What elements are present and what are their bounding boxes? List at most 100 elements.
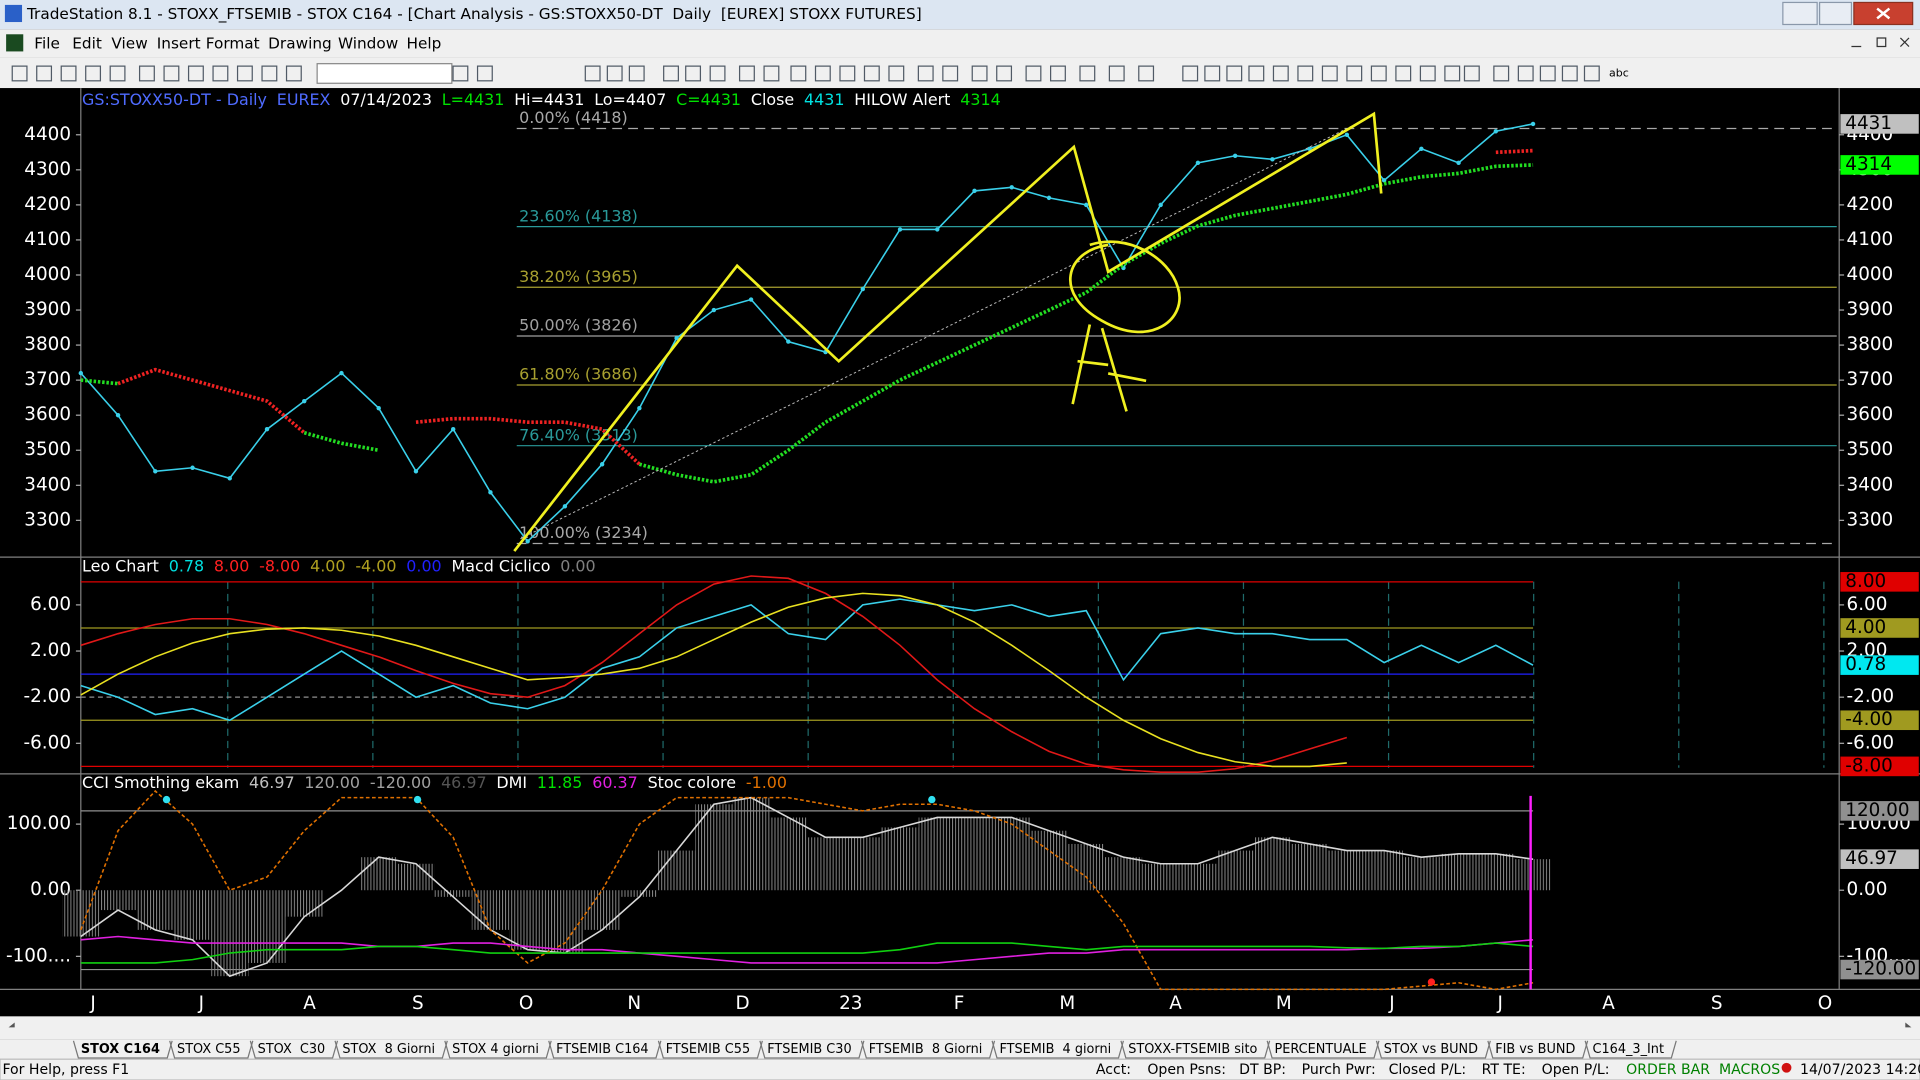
tool-icon[interactable] xyxy=(212,65,229,82)
menu-item[interactable]: File xyxy=(34,35,60,53)
tab[interactable]: PERCENTUALE xyxy=(1275,1042,1367,1057)
app-icon xyxy=(4,4,23,23)
tab[interactable]: STOX vs BUND xyxy=(1384,1042,1478,1057)
tab[interactable]: STOX 8 Giorni xyxy=(342,1042,435,1057)
maximize-button[interactable] xyxy=(1818,1,1853,26)
histogram-bar xyxy=(1216,850,1254,891)
tool-icon[interactable] xyxy=(452,65,469,82)
tab[interactable]: STOX C55 xyxy=(177,1042,240,1057)
x-tick-label: S xyxy=(1711,993,1723,1014)
tool-icon[interactable] xyxy=(1346,65,1363,82)
tool-icon[interactable] xyxy=(187,65,204,82)
tool-icon[interactable] xyxy=(628,65,645,82)
tool-icon[interactable] xyxy=(1395,65,1412,82)
tool-icon[interactable] xyxy=(996,65,1013,82)
menu-item[interactable]: Format xyxy=(206,35,260,53)
tool-icon[interactable] xyxy=(971,65,988,82)
tool-icon[interactable] xyxy=(942,65,959,82)
histogram-bar xyxy=(1514,859,1552,891)
status-item: Purch Pwr: xyxy=(1302,1062,1376,1078)
tool-icon[interactable] xyxy=(790,65,807,82)
menu-item[interactable]: Help xyxy=(407,35,442,53)
tool-icon[interactable] xyxy=(1297,65,1314,82)
price-marker xyxy=(413,469,419,474)
tool-icon[interactable] xyxy=(1182,65,1199,82)
tool-icon[interactable] xyxy=(606,65,623,82)
status-item: DT BP: xyxy=(1239,1062,1286,1078)
tool-icon[interactable] xyxy=(285,65,302,82)
tool-icon[interactable] xyxy=(1272,65,1289,82)
tool-icon[interactable] xyxy=(1226,65,1243,82)
tab[interactable]: STOXX-FTSEMIB sito xyxy=(1128,1042,1257,1057)
menu-item[interactable]: Edit xyxy=(72,35,102,53)
menu: File Edit View Insert Format Drawing Window Hel… xyxy=(34,35,441,53)
tool-icon[interactable] xyxy=(36,65,53,82)
tab[interactable]: FIB vs BUND xyxy=(1495,1042,1575,1057)
toolbar xyxy=(0,57,1920,89)
tool-icon[interactable] xyxy=(917,65,934,82)
tool-icon[interactable] xyxy=(85,65,102,82)
tool-icon[interactable] xyxy=(1444,65,1461,82)
tool-icon[interactable] xyxy=(888,65,905,82)
tab[interactable]: STOX 4 giorni xyxy=(452,1042,539,1057)
tool-icon[interactable] xyxy=(663,65,679,82)
tool-icon[interactable] xyxy=(1583,65,1600,82)
tab[interactable]: FTSEMIB C164 xyxy=(556,1042,649,1057)
tool-icon[interactable] xyxy=(109,65,126,82)
tool-icon[interactable] xyxy=(709,65,726,82)
minimize-button[interactable] xyxy=(1782,1,1818,26)
tool-icon[interactable] xyxy=(163,65,180,82)
panel-header: 0.78 xyxy=(169,556,204,575)
tool-icon[interactable] xyxy=(1517,65,1534,82)
tool-icon[interactable] xyxy=(763,65,780,82)
tool-icon[interactable] xyxy=(685,65,702,82)
tool-icon[interactable] xyxy=(1561,65,1578,82)
tool-icon[interactable] xyxy=(1050,65,1066,82)
tool-icon[interactable] xyxy=(261,65,278,82)
tool-icon[interactable] xyxy=(1463,65,1480,82)
tool-icon[interactable] xyxy=(1248,65,1265,82)
menu-item[interactable]: Insert xyxy=(157,35,201,53)
menu-item[interactable]: Window xyxy=(338,35,398,53)
tool-icon[interactable] xyxy=(1025,65,1042,82)
menu-item[interactable]: Drawing xyxy=(268,35,332,53)
tab[interactable]: FTSEMIB C55 xyxy=(666,1042,750,1057)
tool-icon[interactable] xyxy=(11,65,28,82)
tool-icon[interactable] xyxy=(1108,65,1125,82)
tool-icon[interactable] xyxy=(236,65,253,82)
tool-icon[interactable] xyxy=(814,65,831,82)
tool-icon[interactable] xyxy=(60,65,77,82)
value-box xyxy=(1840,959,1919,980)
tool-icon[interactable] xyxy=(863,65,880,82)
tool-icon[interactable] xyxy=(584,65,601,82)
tool-icon[interactable] xyxy=(1539,65,1556,82)
value-box xyxy=(1840,756,1919,777)
symbol-combo[interactable] xyxy=(316,63,453,84)
tab[interactable]: STOX C164 xyxy=(81,1042,160,1057)
tool-icon[interactable] xyxy=(1493,65,1510,82)
panel-header: L=4431 xyxy=(442,90,505,109)
tool-icon[interactable] xyxy=(1321,65,1338,82)
tool-icon[interactable] xyxy=(839,65,856,82)
tab[interactable]: FTSEMIB 4 giorni xyxy=(999,1042,1111,1057)
menu-item[interactable]: View xyxy=(111,35,147,53)
tab[interactable]: FTSEMIB 8 Giorni xyxy=(869,1042,983,1057)
y-tick-label: -2.00 xyxy=(24,686,72,707)
scrollbar[interactable] xyxy=(0,1016,1920,1040)
tab[interactable]: C164_3_Int xyxy=(1593,1042,1664,1057)
price-marker xyxy=(786,339,791,344)
tool-icon[interactable] xyxy=(1204,65,1221,82)
tab[interactable]: FTSEMIB C30 xyxy=(767,1042,851,1057)
tool-icon[interactable] xyxy=(138,65,155,82)
tool-icon[interactable] xyxy=(738,65,755,82)
tool-icon[interactable] xyxy=(1419,65,1436,82)
y-tick-label: 4200 xyxy=(1847,194,1894,215)
x-tick-label: A xyxy=(303,993,316,1014)
tab[interactable]: STOX C30 xyxy=(258,1042,326,1057)
tool-icon[interactable] xyxy=(1138,65,1155,82)
tool-icon[interactable] xyxy=(1079,65,1096,82)
tool-icon[interactable] xyxy=(476,65,493,82)
mdi-buttons[interactable] xyxy=(1851,37,1910,48)
tab-border xyxy=(334,1040,448,1059)
tool-icon[interactable] xyxy=(1370,65,1387,82)
